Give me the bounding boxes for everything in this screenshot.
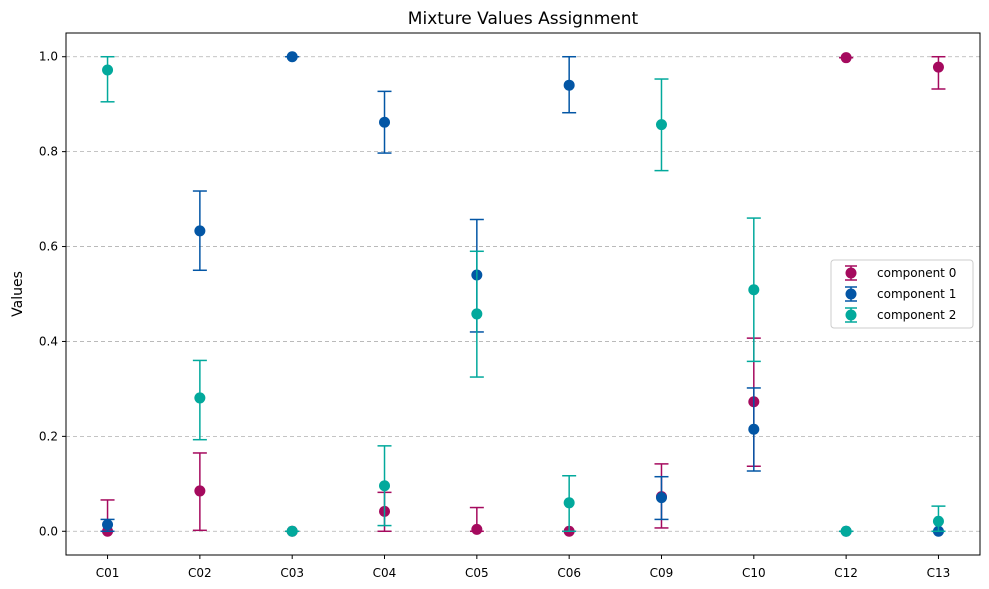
x-tick-label: C10: [742, 566, 766, 580]
data-point: [563, 79, 575, 91]
legend-marker: [845, 267, 857, 279]
data-point: [932, 61, 944, 73]
data-point: [379, 480, 391, 492]
data-point: [286, 51, 298, 63]
data-point: [748, 423, 760, 435]
y-axis-ticks: 0.0 0.2 0.4 0.6 0.8 1.0: [39, 50, 66, 538]
y-tick-label: 1.0: [39, 50, 58, 64]
legend-box: [830, 259, 974, 329]
chart-title: Mixture Values Assignment: [408, 9, 639, 29]
x-tick-label: C12: [834, 566, 858, 580]
grid-lines: [66, 56, 980, 532]
data-point: [655, 492, 667, 504]
data-point: [379, 116, 391, 128]
legend-label: component 1: [877, 287, 956, 301]
legend-label: component 0: [877, 266, 956, 280]
x-tick-label: C09: [650, 566, 674, 580]
x-tick-label: C13: [927, 566, 951, 580]
y-tick-label: 0.2: [39, 429, 58, 443]
legend-marker: [845, 309, 857, 321]
y-tick-label: 0.0: [39, 524, 58, 538]
data-point: [471, 308, 483, 320]
data-point: [840, 525, 852, 537]
x-tick-label: C02: [188, 566, 212, 580]
x-tick-label: C05: [465, 566, 489, 580]
y-tick-label: 0.6: [39, 240, 58, 254]
legend: component 0 component 1 component 2: [830, 259, 974, 329]
series-group: [100, 51, 946, 537]
y-axis-label: Values: [10, 271, 26, 317]
data-point: [748, 284, 760, 296]
legend-label: component 2: [877, 308, 956, 322]
x-tick-label: C04: [373, 566, 397, 580]
y-tick-label: 0.4: [39, 334, 58, 348]
data-point: [932, 515, 944, 527]
plot-area-frame: [65, 32, 981, 556]
series-2: [100, 55, 946, 537]
data-point: [286, 525, 298, 537]
x-tick-label: C01: [96, 566, 120, 580]
data-point: [194, 392, 206, 404]
data-point: [102, 64, 114, 76]
data-point: [194, 485, 206, 497]
data-point: [840, 52, 852, 64]
x-tick-label: C03: [280, 566, 304, 580]
x-axis-ticks: C01 C02 C03 C04 C05 C06 C09 C10 C12 C13: [96, 555, 951, 580]
x-tick-label: C06: [557, 566, 581, 580]
data-point: [471, 523, 483, 535]
data-point: [655, 119, 667, 131]
data-point: [102, 519, 114, 531]
data-point: [563, 497, 575, 509]
legend-marker: [845, 288, 857, 300]
y-tick-label: 0.8: [39, 145, 58, 159]
data-point: [194, 225, 206, 237]
